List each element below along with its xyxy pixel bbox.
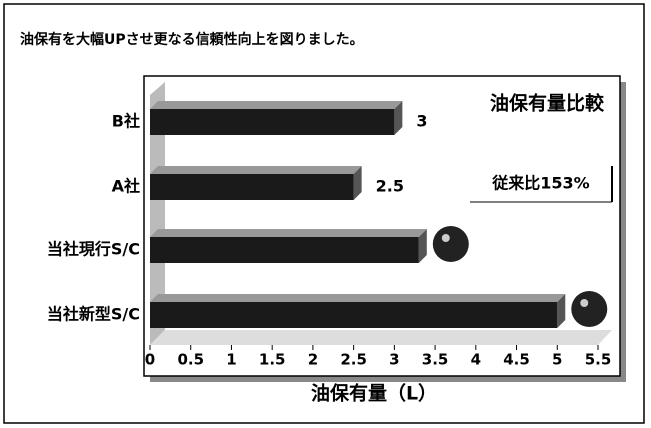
y-tick-label: A社 — [112, 177, 140, 196]
floor — [150, 330, 612, 345]
bar-top — [150, 229, 427, 237]
value-label: 2.5 — [376, 177, 404, 196]
x-tick-label: 0.5 — [177, 351, 204, 369]
ball-icon — [571, 291, 607, 327]
ball-highlight — [442, 234, 450, 242]
x-tick-label: 4.5 — [503, 351, 530, 369]
page: 油保有を大幅UPさせ更なる信頼性向上を図りました。 油保有量比較 従来比153%… — [0, 0, 651, 428]
x-tick-label: 5.5 — [585, 351, 612, 369]
bar — [150, 109, 394, 135]
bar — [150, 174, 354, 200]
bar-top — [150, 101, 402, 109]
x-axis-label: 油保有量（L） — [311, 382, 437, 405]
annotation: 従来比153% — [491, 174, 589, 193]
bar-top — [150, 294, 565, 302]
x-tick-label: 2.5 — [340, 351, 367, 369]
bar-top — [150, 166, 362, 174]
y-tick-label: 当社新型S/C — [47, 305, 140, 324]
x-tick-label: 1.5 — [259, 351, 286, 369]
header-text: 油保有を大幅UPさせ更なる信頼性向上を図りました。 — [20, 31, 364, 48]
x-tick-label: 2 — [308, 351, 318, 369]
x-tick-label: 0 — [145, 351, 155, 369]
x-tick-label: 5 — [552, 351, 562, 369]
bar — [150, 237, 419, 263]
value-label: 3 — [416, 112, 427, 131]
x-tick-label: 3 — [389, 351, 399, 369]
x-tick-label: 3.5 — [422, 351, 449, 369]
ball-highlight — [580, 299, 588, 307]
ball-icon — [433, 226, 469, 262]
bar — [150, 302, 557, 328]
chart-title: 油保有量比較 — [490, 92, 605, 115]
y-tick-label: 当社現行S/C — [47, 240, 140, 259]
x-tick-label: 1 — [226, 351, 236, 369]
x-tick-label: 4 — [471, 351, 481, 369]
y-tick-label: B社 — [112, 112, 140, 131]
